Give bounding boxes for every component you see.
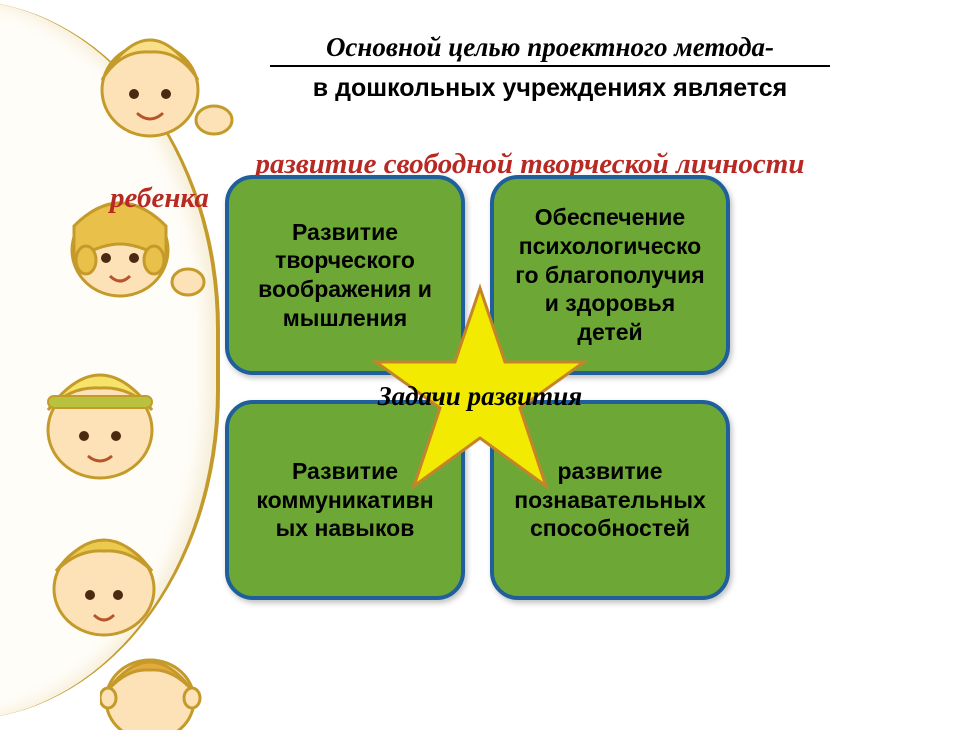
kid-illustration-4 — [40, 505, 190, 655]
red-subheading-line2: ребенка — [110, 182, 209, 215]
title-line1: Основной целью проектного метода- — [270, 32, 830, 67]
kid-illustration-3 — [30, 340, 190, 500]
title-line2: в дошкольных учреждениях является — [270, 74, 830, 103]
star-label: Задачи развития — [370, 282, 590, 502]
kid-illustration-5 — [100, 640, 210, 730]
kid-illustration-1 — [90, 10, 240, 160]
center-star: Задачи развития — [370, 282, 590, 502]
